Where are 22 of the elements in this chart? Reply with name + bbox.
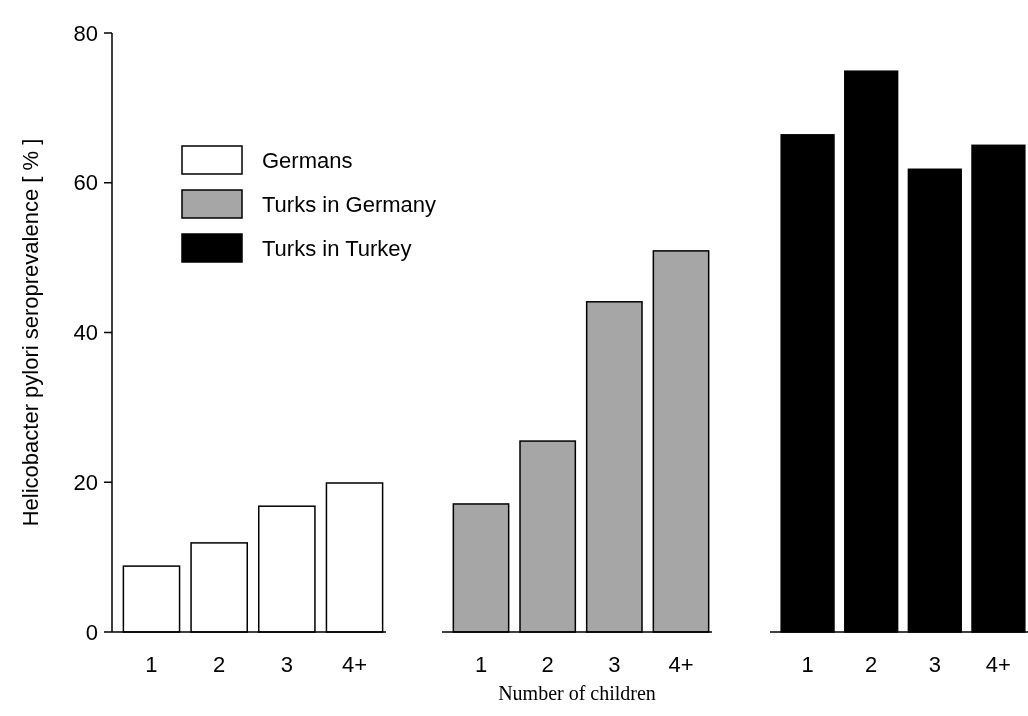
text: Turks in Turkey <box>262 235 412 261</box>
x-tick-label: 4+ <box>668 652 694 677</box>
x-tick-label: 4+ <box>985 652 1011 677</box>
x-tick-label: 4+ <box>341 652 368 677</box>
x-tick-label: 1 <box>801 652 814 677</box>
y-tick-label: 20 <box>73 469 98 495</box>
legend-label: Germans <box>262 147 353 173</box>
y-tick-label: 40 <box>73 320 98 346</box>
x-tick-label: 3 <box>280 652 293 677</box>
y-tick-label: 60 <box>73 170 98 196</box>
x-tick-label: 2 <box>865 652 878 677</box>
y-tick-label: 80 <box>73 20 98 46</box>
x-tick-label: 1 <box>474 652 488 677</box>
x-tick-label: 3 <box>608 652 621 677</box>
x-tick-label: 1 <box>145 652 158 677</box>
y-axis-title: Helicobacter pylori seroprevalence [ % ] <box>18 138 43 527</box>
x-tick-label: 2 <box>213 652 226 677</box>
x-tick-label: 3 <box>928 652 941 677</box>
x-tick-label: 2 <box>541 652 554 677</box>
x-axis-title: Number of children <box>498 682 656 704</box>
text: Turks in Germany <box>262 191 437 217</box>
y-tick-label: 0 <box>85 619 98 645</box>
